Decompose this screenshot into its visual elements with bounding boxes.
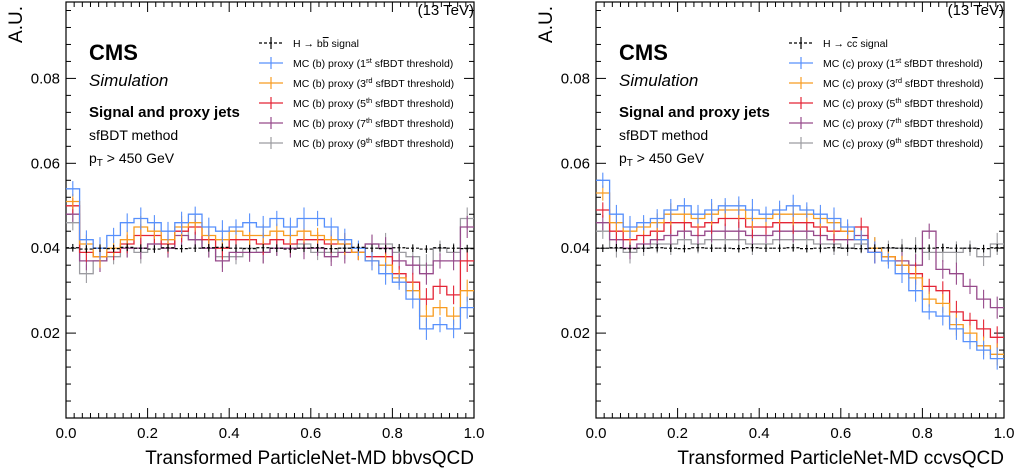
legend-entry-5: MC (b) proxy (9th sfBDT threshold) — [259, 136, 454, 150]
series-step-line — [66, 213, 474, 275]
legend-entry-4: MC (b) proxy (7th sfBDT threshold) — [259, 116, 454, 130]
y-tick-label: 0.04 — [561, 240, 590, 257]
y-tick-label: 0.06 — [31, 155, 60, 172]
legend-entry-4: MC (c) proxy (7th sfBDT threshold) — [789, 116, 983, 130]
x-tick-label: 0.0 — [56, 425, 77, 442]
y-tick-label: 0.08 — [31, 70, 60, 87]
energy-label: (13 TeV) — [418, 2, 474, 19]
series-0 — [66, 243, 474, 253]
method-label: sfBDT method — [89, 127, 178, 143]
series-1 — [596, 172, 1004, 370]
series-step-line — [596, 192, 1004, 355]
x-tick-label: 1.0 — [994, 425, 1015, 442]
legend-entry-3: MC (c) proxy (5th sfBDT threshold) — [789, 96, 983, 110]
x-tick-label: 1.0 — [464, 425, 485, 442]
x-tick-label: 0.2 — [137, 425, 158, 442]
y-axis-title: A.U. — [6, 6, 27, 43]
y-axis-title: A.U. — [536, 6, 557, 43]
signal-proxy-label: Signal and proxy jets — [89, 104, 240, 121]
method-label: sfBDT method — [619, 127, 708, 143]
series-0 — [596, 243, 1004, 253]
x-tick-label: 0.8 — [382, 425, 403, 442]
y-tick-label: 0.06 — [561, 155, 590, 172]
legend-label: MC (b) proxy (7th sfBDT threshold) — [293, 116, 454, 130]
y-tick-label: 0.02 — [31, 325, 60, 342]
x-tick-label: 0.6 — [300, 425, 321, 442]
legend-entry-3: MC (b) proxy (5th sfBDT threshold) — [259, 96, 454, 110]
y-tick-label: 0.04 — [31, 240, 60, 257]
legend-entry-1: MC (c) proxy (1st sfBDT threshold) — [789, 56, 983, 70]
legend-entry-0: H → bb signal — [259, 37, 359, 50]
y-tick-label: 0.02 — [561, 325, 590, 342]
x-axis-title: Transformed ParticleNet-MD bbvsQCD — [145, 448, 474, 469]
series-step-line — [596, 179, 1004, 360]
legend-entry-0: H → cc signal — [789, 37, 888, 50]
signal-proxy-label: Signal and proxy jets — [619, 104, 770, 121]
legend-entry-1: MC (b) proxy (1st sfBDT threshold) — [259, 56, 453, 70]
chart-panel-2: 0.0 0.2 0.4 0.6 0.8 1.0 0.02 0.04 0.06 0.08 Transf… — [536, 1, 1015, 469]
series-step-line — [596, 222, 1004, 309]
legend-label: H → cc signal — [823, 38, 888, 50]
legend-label: MC (c) proxy (5th sfBDT threshold) — [823, 96, 983, 110]
x-tick-label: 0.4 — [749, 425, 770, 442]
legend-label: H → bb signal — [293, 38, 359, 50]
pt-cut-label: pT > 450 GeV — [619, 150, 705, 169]
legend-label: MC (c) proxy (9th sfBDT threshold) — [823, 136, 983, 150]
legend-label: MC (b) proxy (1st sfBDT threshold) — [293, 56, 453, 70]
chart-panel-1: 0.0 0.2 0.4 0.6 0.8 1.0 0.02 0.04 0.06 0.08 Transf… — [6, 1, 485, 469]
series-step-line — [66, 188, 474, 330]
legend-entry-2: MC (c) proxy (3rd sfBDT threshold) — [789, 76, 984, 90]
cms-label: CMS — [619, 40, 668, 65]
energy-label: (13 TeV) — [948, 2, 1004, 19]
x-tick-label: 0.8 — [912, 425, 933, 442]
series-4 — [66, 206, 474, 285]
pt-cut-label: pT > 450 GeV — [89, 150, 175, 169]
legend-label: MC (b) proxy (3rd sfBDT threshold) — [293, 76, 454, 90]
x-tick-label: 0.6 — [830, 425, 851, 442]
cms-label: CMS — [89, 40, 138, 65]
legend-label: MC (c) proxy (1st sfBDT threshold) — [823, 56, 983, 70]
legend-label: MC (c) proxy (3rd sfBDT threshold) — [823, 76, 984, 90]
x-tick-label: 0.0 — [586, 425, 607, 442]
series-step-line — [596, 209, 1004, 338]
legend-label: MC (b) proxy (5th sfBDT threshold) — [293, 96, 454, 110]
legend-label: MC (b) proxy (9th sfBDT threshold) — [293, 136, 454, 150]
legend-label: MC (c) proxy (7th sfBDT threshold) — [823, 116, 983, 130]
x-tick-label: 0.2 — [667, 425, 688, 442]
x-axis-title: Transformed ParticleNet-MD ccvsQCD — [677, 448, 1004, 469]
y-tick-label: 0.08 — [561, 70, 590, 87]
legend-entry-2: MC (b) proxy (3rd sfBDT threshold) — [259, 76, 454, 90]
simulation-label: Simulation — [619, 71, 698, 90]
x-tick-label: 0.4 — [219, 425, 240, 442]
legend-entry-5: MC (c) proxy (9th sfBDT threshold) — [789, 136, 983, 150]
simulation-label: Simulation — [89, 71, 168, 90]
